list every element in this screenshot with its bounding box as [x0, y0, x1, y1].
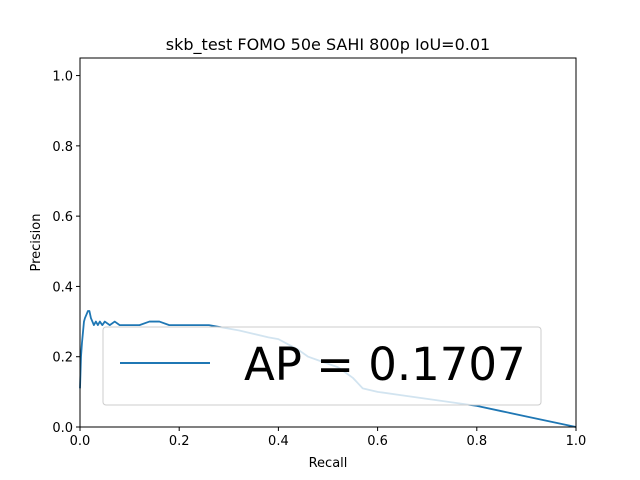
axes-frame: [79, 57, 577, 428]
x-tick-label: 0.0: [70, 434, 91, 449]
x-tick-label: 0.6: [367, 434, 388, 449]
legend: AP = 0.1707: [102, 326, 542, 406]
axis-ticks: 0.0 0.2 0.4 0.6 0.8 1.0 0.0 0.2 0.4 0.6 0.8 1.0: [52, 70, 586, 449]
legend-box: [102, 326, 542, 406]
chart-title: skb_test FOMO 50e SAHI 800p IoU=0.01: [166, 35, 490, 55]
y-tick-label: 0.6: [52, 210, 73, 225]
legend-label: AP = 0.1707: [244, 338, 526, 391]
y-tick-label: 0.2: [52, 351, 73, 366]
y-tick-label: 0.8: [52, 140, 73, 155]
x-tick-label: 0.2: [169, 434, 190, 449]
x-axis-label: Recall: [309, 456, 348, 471]
x-tick-label: 1.0: [566, 434, 587, 449]
y-axis-label: Precision: [29, 213, 44, 271]
y-tick-label: 1.0: [52, 70, 73, 85]
y-tick-label: 0.4: [52, 280, 73, 295]
x-tick-label: 0.4: [268, 434, 289, 449]
y-tick-label: 0.0: [52, 421, 73, 436]
x-tick-label: 0.8: [466, 434, 487, 449]
